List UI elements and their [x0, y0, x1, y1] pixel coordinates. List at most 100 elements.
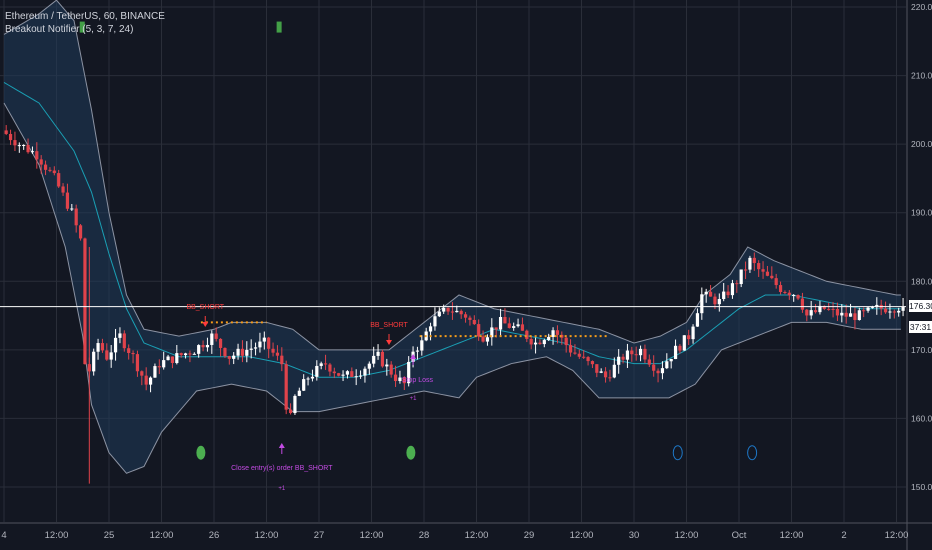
time-tick-label: 29 — [524, 530, 535, 541]
candle-body — [70, 208, 74, 210]
candle-body — [656, 370, 660, 374]
candle-body — [402, 377, 406, 384]
close-arrow-head — [278, 443, 285, 448]
candle-body — [157, 366, 161, 368]
candle-body — [57, 173, 61, 187]
candle-body — [761, 269, 765, 272]
stop-loss-label: Stop Loss — [402, 377, 434, 384]
candle-body — [358, 375, 363, 377]
candle-body — [350, 371, 354, 377]
candle-body — [30, 151, 35, 153]
price-tick-label: 220.00 — [911, 2, 932, 12]
candle-body — [236, 348, 240, 356]
stop-arrow-head — [410, 354, 417, 359]
candle-body — [22, 144, 26, 146]
candle-body — [83, 238, 87, 365]
candle-body — [595, 364, 599, 373]
candle-body — [306, 378, 310, 380]
upper-band-line — [3, 0, 901, 351]
candle-body — [778, 285, 783, 292]
price-tick-label: 150.00 — [911, 482, 932, 492]
candle-body — [573, 352, 577, 354]
candle-body — [730, 283, 735, 296]
candle-body — [612, 364, 616, 378]
candle-body — [582, 356, 586, 358]
candle-body — [704, 291, 708, 295]
time-tick-label: 12:00 — [570, 530, 594, 541]
candle-body — [170, 356, 175, 364]
candle-body — [363, 368, 367, 376]
candle-body — [297, 390, 301, 396]
candle-body — [665, 361, 669, 369]
price-tick-label: 180.00 — [911, 276, 932, 286]
candle-body — [188, 353, 192, 355]
candle-body — [708, 291, 713, 297]
candle-body — [516, 324, 520, 327]
candle-body — [687, 335, 691, 340]
candle-body — [577, 353, 581, 357]
time-tick-label: 25 — [104, 530, 115, 541]
green-dot-marker — [406, 445, 416, 460]
candle-body — [848, 313, 853, 317]
candle-body — [875, 304, 879, 308]
candle-body — [770, 275, 774, 279]
candle-body — [564, 337, 568, 346]
candle-body — [634, 354, 638, 356]
candle-body — [245, 349, 249, 356]
candle-body — [831, 308, 835, 310]
candle-body — [691, 326, 695, 340]
candle-body — [372, 355, 376, 364]
candle-body — [166, 356, 170, 361]
candle-body — [262, 337, 266, 342]
candle-body — [809, 310, 813, 316]
candle-body — [669, 359, 673, 362]
candle-body — [442, 307, 446, 312]
candle-body — [551, 330, 555, 337]
candle-body — [407, 361, 411, 384]
candle-body — [323, 363, 328, 365]
candle-body — [713, 296, 717, 305]
candlesticks — [0, 125, 906, 484]
candle-body — [253, 347, 258, 349]
candle-body — [43, 164, 48, 170]
candle-body — [127, 348, 131, 353]
time-axis: 4 12:00 25 12:00 26 12:00 27 12:00 28 12:00 29 12:0… — [1, 530, 908, 541]
candle-body — [700, 294, 704, 314]
short-entry-label-2: BB_SHORT — [370, 322, 408, 329]
candle-body — [249, 348, 253, 350]
candle-body — [275, 352, 280, 356]
candle-body — [319, 363, 323, 366]
candle-body — [96, 343, 100, 352]
candle-body — [525, 330, 529, 339]
price-tick-label: 200.00 — [911, 139, 932, 149]
candle-body — [787, 292, 791, 296]
time-tick-label: Oct — [732, 530, 747, 541]
candle-body — [267, 337, 271, 349]
candle-body — [131, 352, 135, 355]
candle-body — [118, 333, 122, 338]
candle-body — [822, 305, 826, 309]
candle-body — [792, 295, 796, 297]
candle-body — [240, 348, 245, 356]
time-tick-label: 27 — [314, 530, 325, 541]
candle-body — [4, 130, 8, 134]
candle-body — [162, 360, 166, 368]
candle-body — [223, 347, 227, 357]
bar-countdown-label: 37:31 — [909, 321, 932, 333]
candle-body — [643, 348, 647, 360]
candle-body — [647, 359, 651, 365]
candle-body — [468, 317, 472, 320]
candle-body — [503, 316, 507, 324]
candle-body — [459, 310, 463, 315]
stop-loss-qty: +1 — [410, 396, 418, 402]
study-legend[interactable]: Breakout Notifier (5, 3, 7, 24) — [5, 24, 134, 35]
candle-body — [109, 352, 113, 360]
candle-body — [179, 353, 183, 356]
strategy-annotations: BB_SHORT BB_SHORT Close entry(s) order BB_… — [186, 304, 433, 492]
symbol-title[interactable]: Ethereum / TetherUS, 60, BINANCE — [5, 11, 165, 22]
candle-body — [757, 263, 761, 270]
price-axis: 150.00 160.00 170.00 180.00 190.00 200.00 210.… — [911, 2, 932, 492]
candle-body — [271, 348, 275, 353]
candle-body — [827, 308, 831, 310]
